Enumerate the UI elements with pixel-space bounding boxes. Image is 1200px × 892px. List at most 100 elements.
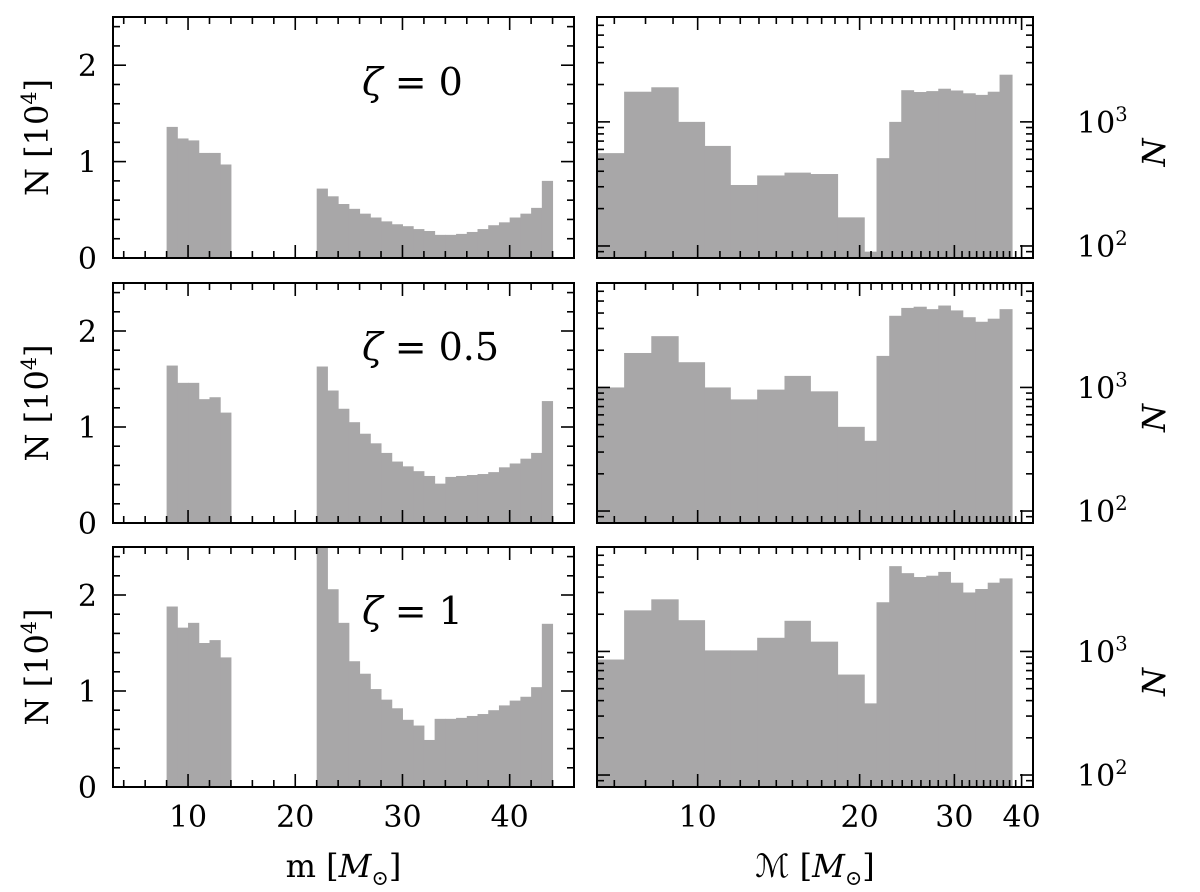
histogram-bar [434, 718, 446, 787]
histogram-bar [177, 138, 189, 258]
y-axis-label: N [104] [17, 608, 56, 725]
histogram-bar [445, 234, 457, 258]
histogram-bar [338, 204, 350, 258]
histogram-bar [359, 213, 371, 258]
histogram-bar [466, 715, 479, 787]
histogram-bar [950, 310, 964, 523]
histogram-bar [624, 610, 652, 787]
y-tick-label: 0 [78, 771, 97, 806]
histogram-bar [166, 126, 178, 258]
histogram-bar [810, 391, 839, 523]
histogram-bar [220, 164, 232, 258]
histogram-bar [704, 650, 731, 787]
panel-2-1: 102 103 10 20 30 40 N ℳ [M⊙] [596, 546, 1173, 890]
histogram-bar [488, 710, 500, 787]
histogram-bar [477, 474, 489, 523]
histogram-bar [327, 390, 339, 523]
histogram-bar [370, 217, 382, 258]
histogram-bar [402, 466, 414, 523]
histogram-bar [198, 152, 210, 258]
histogram-bar [456, 475, 468, 523]
axes-frame [112, 546, 575, 788]
histogram-bar [678, 121, 706, 258]
histogram-bar [938, 305, 951, 523]
histogram-bar [413, 725, 425, 787]
x-tick-label: 10 [169, 800, 207, 835]
histogram-bar [509, 700, 521, 787]
histogram-bar [359, 673, 371, 787]
histogram-bar [456, 233, 468, 258]
histogram-bar [434, 483, 446, 523]
panel-1-0: 0 1 2 N [104] ζ = 0.5 [17, 282, 575, 542]
histogram-bar [678, 362, 706, 523]
histogram-bar [220, 412, 232, 523]
histogram-bar [316, 547, 328, 787]
histogram-bar [975, 321, 989, 523]
x-tick-label: 40 [491, 800, 529, 835]
histogram-bar [520, 213, 532, 258]
histogram-bar [926, 91, 939, 258]
histogram-bar [876, 158, 890, 258]
y-tick-label: 103 [1077, 103, 1128, 141]
histogram-bar [730, 399, 758, 523]
histogram-bar [456, 717, 468, 787]
histogram-bar [810, 174, 839, 258]
histogram-bar [423, 739, 436, 787]
histogram-bar [477, 714, 489, 787]
histogram-bar [531, 207, 543, 258]
y-tick-label: 1 [78, 146, 97, 181]
histogram-bar [423, 475, 436, 523]
histogram-bar [209, 640, 221, 787]
axes-frame [596, 546, 1034, 788]
histogram-bar [188, 140, 200, 258]
histogram-bar [864, 703, 878, 787]
histogram-bar [177, 382, 189, 523]
histogram-bar [498, 705, 511, 787]
zeta-annotation: ζ = 0.5 [362, 325, 499, 369]
histogram-bar [423, 231, 436, 258]
histogram-bar [520, 696, 532, 787]
histogram-bar [413, 229, 425, 258]
axes-frame [112, 282, 575, 524]
y-tick-label: 0 [78, 242, 97, 277]
histogram-bar [509, 463, 521, 523]
x-tick-label: 30 [935, 800, 973, 835]
histogram-bar [950, 90, 964, 258]
histogram-bar [541, 401, 554, 523]
histogram-bar [488, 225, 500, 258]
histogram-bar [784, 172, 811, 258]
histogram-bar [370, 443, 382, 523]
histogram-bar [784, 375, 811, 523]
histogram-bar [498, 222, 511, 258]
x-tick-label: 40 [1003, 800, 1041, 835]
histogram-bar [987, 582, 1001, 787]
histogram-bar [889, 315, 902, 523]
histogram-bar [498, 467, 511, 523]
x-tick-label: 20 [841, 800, 879, 835]
y-tick-label: 1 [78, 675, 97, 710]
histogram-bar [597, 153, 625, 258]
histogram-bar [837, 217, 865, 258]
histogram-bar [784, 620, 811, 787]
y-tick-label: 0 [78, 507, 97, 542]
y-tick-label: 2 [78, 579, 97, 614]
x-axis-label: ℳ [M⊙] [755, 847, 875, 890]
histogram-bar [445, 718, 457, 787]
histogram-bar [477, 229, 489, 258]
histogram-bar [901, 307, 915, 523]
histogram-bar [837, 674, 865, 787]
histogram-bar [220, 657, 232, 787]
histogram-bar [381, 221, 393, 258]
histogram-bar [837, 426, 865, 523]
histogram-bar [166, 606, 178, 787]
histogram-bar [359, 433, 371, 523]
histogram-bar [166, 365, 178, 523]
y-axis-label: N [104] [17, 344, 56, 461]
histogram-bar [209, 152, 221, 258]
y-tick-label: 102 [1077, 756, 1128, 794]
axes-frame [112, 16, 575, 259]
histogram-bar [381, 699, 393, 787]
y-axis-label: N [1135, 667, 1173, 697]
